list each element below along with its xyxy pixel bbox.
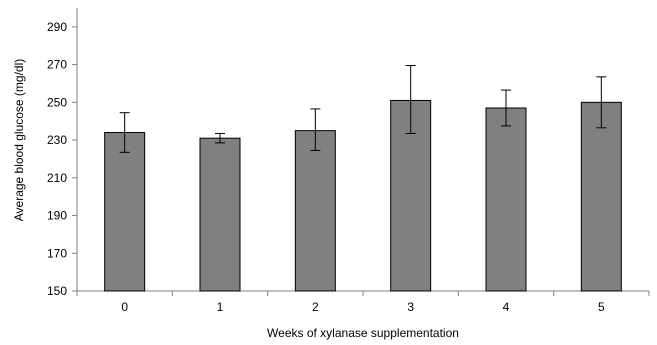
x-tick-label: 1: [217, 300, 224, 314]
y-tick-label: 290: [47, 20, 67, 34]
x-tick-label: 4: [503, 300, 510, 314]
bar-week-4: [485, 107, 527, 292]
y-tick-label: 230: [47, 133, 67, 147]
x-tick-label: 3: [407, 300, 414, 314]
bar-week-2: [294, 130, 336, 292]
y-tick-label: 190: [47, 209, 67, 223]
x-tick-labels: 0 1 2 3 4 5: [121, 300, 605, 314]
bars: [104, 99, 622, 292]
y-tick-labels: 150 170 190 210 230 250 270 290: [47, 20, 67, 298]
y-tick-label: 170: [47, 246, 67, 260]
y-axis-title: Average blood glucose (mg/dl): [12, 59, 26, 222]
y-tick-label: 210: [47, 171, 67, 185]
x-tick-label: 5: [598, 300, 605, 314]
axes: [72, 8, 650, 296]
y-tick-label: 250: [47, 95, 67, 109]
x-axis-title: Weeks of xylanase supplementation: [267, 326, 459, 340]
y-tick-label: 150: [47, 284, 67, 298]
error-bars: [119, 65, 607, 153]
bar-week-5: [580, 101, 622, 292]
bar-week-0: [104, 132, 146, 292]
x-tick-label: 2: [312, 300, 319, 314]
bar-week-1: [199, 137, 241, 292]
y-tick-label: 270: [47, 58, 67, 72]
x-tick-label: 0: [121, 300, 128, 314]
